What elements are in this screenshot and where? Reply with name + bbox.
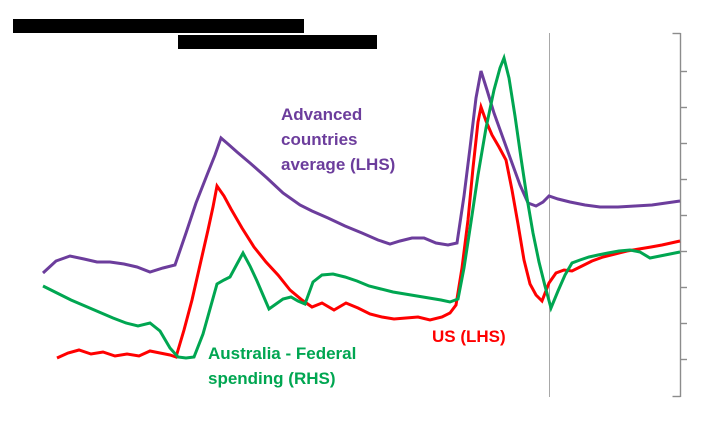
redacted-subtitle-bar <box>178 35 377 49</box>
series-line-advanced-countries-average <box>41 70 681 275</box>
series-label-line: US (LHS) <box>432 327 506 346</box>
series-label-line: spending (RHS) <box>208 369 336 388</box>
series-line-australia-federal-spending <box>42 53 681 360</box>
series-line-us <box>56 101 681 360</box>
series-label-australia: Australia - Federal spending (RHS) <box>208 341 356 391</box>
series-label-advanced: Advanced countries average (LHS) <box>281 102 395 177</box>
series-label-line: Advanced <box>281 105 363 124</box>
series-label-line: countries <box>281 130 358 149</box>
series-label-line: Australia - Federal <box>208 344 357 363</box>
redacted-title-bar <box>13 19 304 33</box>
series-label-line: average (LHS) <box>281 155 396 174</box>
series-label-us: US (LHS) <box>432 324 506 349</box>
